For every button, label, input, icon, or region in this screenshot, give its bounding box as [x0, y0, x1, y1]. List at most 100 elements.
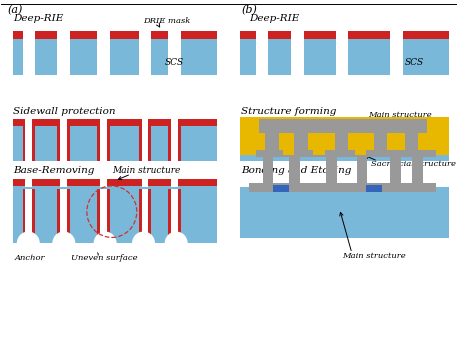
Bar [60, 117, 67, 127]
Bar [273, 185, 289, 192]
Bar [292, 39, 304, 75]
Bar [259, 119, 427, 133]
Bar [107, 189, 110, 243]
Text: Base-Removing: Base-Removing [13, 166, 94, 176]
Text: Anchor: Anchor [15, 254, 46, 262]
Bar [23, 123, 26, 161]
Bar [172, 177, 178, 187]
Text: Main structure: Main structure [112, 166, 180, 176]
Bar [239, 155, 449, 161]
Bar [168, 39, 181, 75]
Text: Main structure: Main structure [368, 112, 432, 119]
Bar [336, 39, 348, 75]
Bar [98, 39, 110, 75]
Bar [239, 187, 449, 238]
Bar [142, 177, 148, 187]
Bar [294, 133, 308, 155]
Bar [178, 123, 181, 161]
Bar [265, 133, 279, 155]
Bar [292, 30, 304, 40]
Bar [357, 155, 367, 183]
Bar [57, 189, 60, 243]
Bar [26, 117, 32, 127]
Bar [172, 117, 178, 127]
Bar [148, 123, 151, 161]
Text: SCS: SCS [164, 58, 184, 67]
Bar [23, 189, 26, 243]
Bar [355, 133, 366, 155]
Bar [139, 189, 142, 243]
Bar [60, 189, 67, 243]
Bar [168, 189, 172, 243]
Bar [98, 189, 100, 243]
Circle shape [93, 232, 117, 255]
Text: (b): (b) [241, 5, 257, 16]
Bar [405, 133, 418, 155]
Bar [60, 177, 67, 187]
Bar [13, 119, 218, 161]
Bar [256, 150, 437, 157]
Bar [390, 30, 403, 40]
Bar [139, 30, 151, 40]
Bar [67, 123, 70, 161]
Circle shape [17, 232, 40, 255]
Bar [256, 39, 268, 75]
Text: Structure forming: Structure forming [241, 107, 337, 116]
Bar [148, 189, 151, 243]
Bar [107, 123, 110, 161]
Bar [178, 189, 181, 243]
Text: Deep-RIE: Deep-RIE [249, 14, 300, 23]
Text: SCS: SCS [405, 58, 424, 67]
Bar [100, 117, 107, 127]
Bar [172, 189, 178, 243]
Bar [57, 123, 60, 161]
Circle shape [132, 232, 155, 255]
Bar [142, 117, 148, 127]
Text: Sacrificial structure: Sacrificial structure [371, 160, 456, 168]
Bar [283, 133, 294, 155]
Circle shape [52, 232, 75, 255]
Text: DRIE mask: DRIE mask [144, 17, 191, 25]
Bar [335, 133, 348, 155]
Bar [32, 189, 35, 243]
Bar [290, 155, 300, 183]
Bar [23, 30, 35, 40]
Bar [98, 30, 110, 40]
Bar [13, 31, 218, 39]
Bar [60, 123, 67, 161]
Text: Sidewall protection: Sidewall protection [13, 107, 115, 116]
Bar [172, 123, 178, 161]
Bar [142, 189, 148, 243]
Bar [67, 189, 70, 243]
Bar [57, 39, 70, 75]
Bar [13, 179, 218, 186]
Bar [57, 30, 70, 40]
Bar [98, 123, 100, 161]
Bar [239, 31, 449, 39]
Bar [263, 155, 273, 183]
Bar [26, 177, 32, 187]
Bar [366, 185, 382, 192]
Bar [256, 30, 268, 40]
Bar [249, 183, 437, 192]
Bar [390, 155, 401, 183]
Text: Bonding and Etching: Bonding and Etching [241, 166, 352, 176]
Bar [390, 39, 403, 75]
Bar [412, 155, 423, 183]
Text: Uneven surface: Uneven surface [71, 254, 137, 262]
Bar [100, 123, 107, 161]
Bar [26, 123, 32, 161]
Bar [336, 30, 348, 40]
Text: Deep-RIE: Deep-RIE [13, 14, 64, 23]
Bar [13, 119, 218, 126]
Bar [32, 123, 35, 161]
Bar [26, 189, 32, 243]
Text: Main structure: Main structure [342, 252, 406, 260]
Bar [168, 30, 181, 40]
Bar [142, 123, 148, 161]
Bar [23, 39, 35, 75]
Bar [326, 155, 337, 183]
Bar [168, 123, 172, 161]
Bar [100, 189, 107, 243]
Bar [139, 39, 151, 75]
